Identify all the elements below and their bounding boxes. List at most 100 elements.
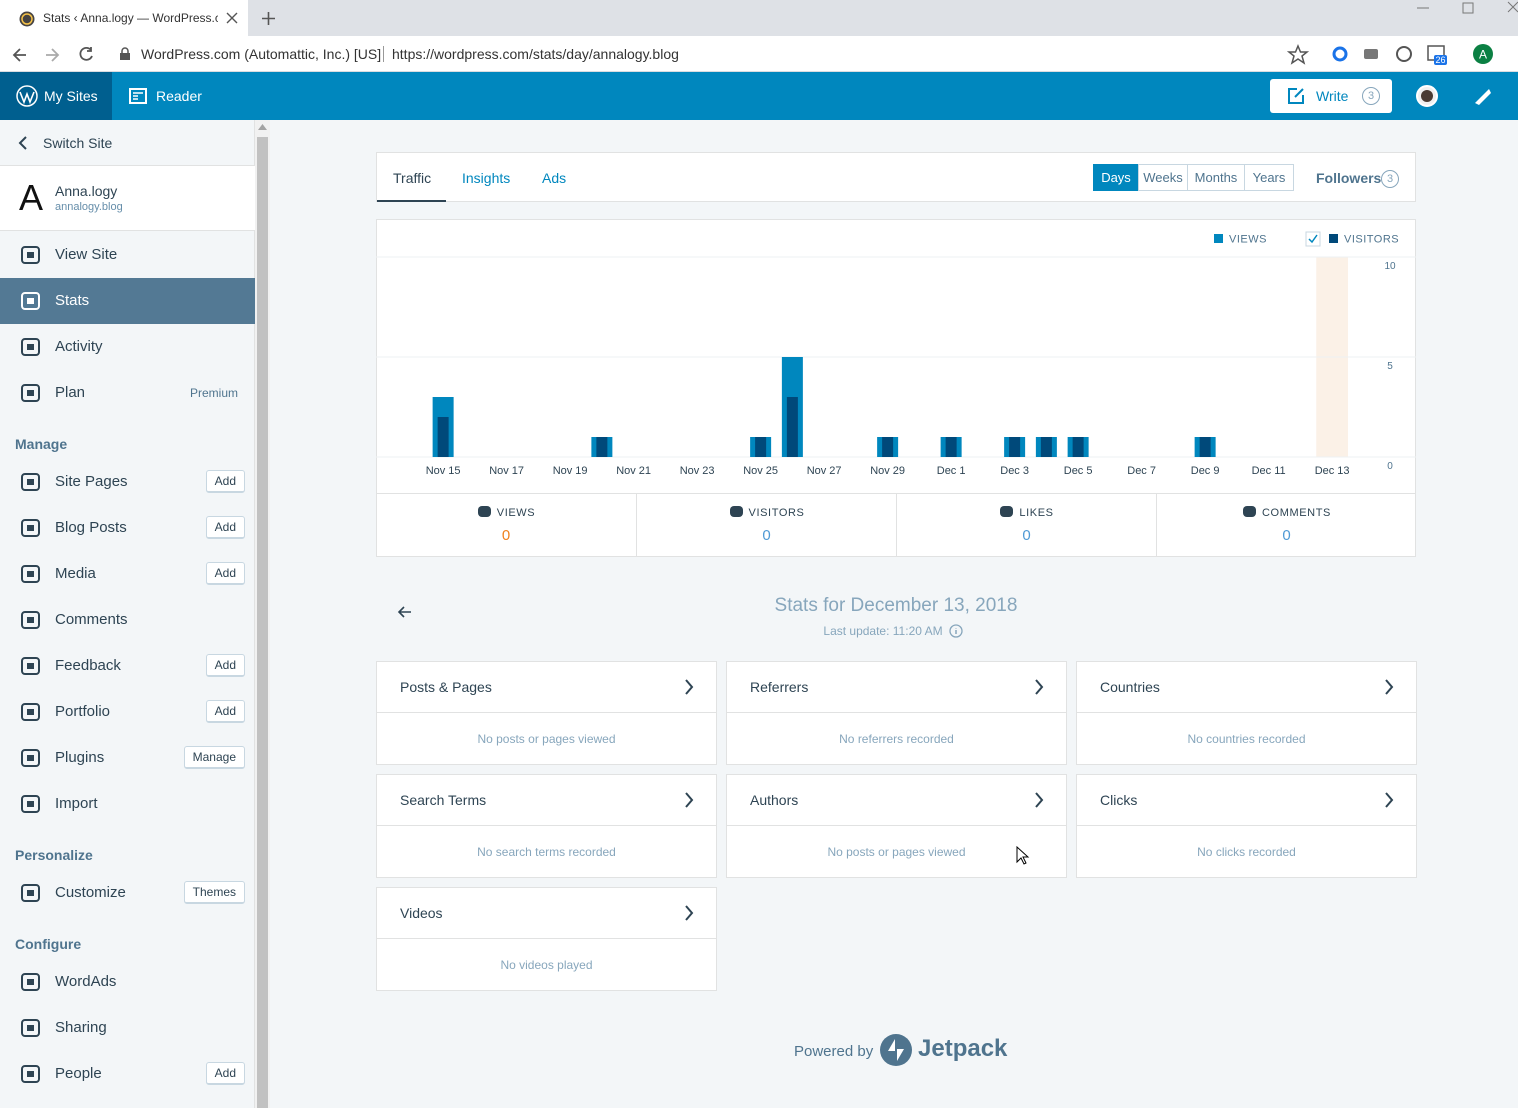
sidebar-item[interactable]: Plan Premium bbox=[0, 370, 255, 416]
sidebar-item[interactable]: Media Add bbox=[0, 551, 255, 597]
sidebar-item[interactable]: Stats bbox=[0, 278, 255, 324]
summary-icon bbox=[477, 506, 491, 517]
sidebar-icon bbox=[21, 292, 40, 310]
my-sites-tab[interactable] bbox=[0, 72, 112, 120]
sidebar-button[interactable]: Add bbox=[205, 654, 245, 677]
sidebar-item[interactable]: Portfolio Add bbox=[0, 689, 255, 735]
tab-favicon bbox=[19, 11, 35, 27]
module-empty: No videos played bbox=[500, 958, 593, 972]
sidebar-item[interactable]: Comments bbox=[0, 597, 255, 643]
sidebar-button[interactable]: Manage bbox=[183, 746, 245, 769]
module-header[interactable]: Search Terms bbox=[377, 775, 716, 826]
sidebar: Switch Site A Anna.logy annalogy.blog View S… bbox=[0, 120, 255, 1108]
url: https://wordpress.com/stats/day/annalogy… bbox=[392, 46, 679, 62]
x-tick-label: Nov 25 bbox=[743, 465, 778, 477]
sidebar-item[interactable]: Site Pages Add bbox=[0, 459, 255, 505]
sidebar-icon bbox=[21, 657, 40, 675]
switch-site-row[interactable] bbox=[0, 120, 255, 166]
summary-value: 0 bbox=[762, 527, 771, 544]
icon-dot bbox=[27, 252, 34, 258]
sidebar-item[interactable]: Customize Themes bbox=[0, 870, 255, 916]
period-button[interactable]: Months bbox=[1187, 164, 1245, 191]
icon-dot bbox=[27, 1025, 34, 1031]
tab-strip bbox=[0, 0, 1518, 36]
switch-site[interactable]: Switch Site bbox=[43, 135, 113, 151]
chevron-right bbox=[1385, 792, 1394, 808]
sidebar-label: Site Pages bbox=[55, 473, 128, 490]
module-chevron bbox=[685, 679, 694, 695]
sidebar-item[interactable]: Blog Posts Add bbox=[0, 505, 255, 551]
icon-shape bbox=[1243, 506, 1257, 517]
sidebar-item[interactable]: Sharing bbox=[0, 1005, 255, 1051]
sidebar-item[interactable]: People Add bbox=[0, 1051, 255, 1097]
summary-head: VISITORS bbox=[637, 505, 896, 519]
stats-tab[interactable]: Ads bbox=[542, 170, 567, 186]
summary-cell[interactable]: COMMENTS 0 bbox=[1156, 494, 1416, 557]
summary-cell[interactable]: LIKES 0 bbox=[896, 494, 1156, 557]
sidebar-item[interactable]: View Site bbox=[0, 232, 255, 278]
ext-2 bbox=[1364, 49, 1378, 59]
module-header[interactable]: Referrers bbox=[727, 662, 1066, 713]
browser-tab[interactable] bbox=[0, 0, 248, 36]
notifications bbox=[1473, 89, 1491, 105]
icon-shape bbox=[21, 703, 40, 721]
icon-dot bbox=[27, 390, 34, 396]
module-chevron bbox=[685, 905, 694, 921]
stats-nav: Traffic Insights Ads Days Weeks Months Years Fo… bbox=[376, 152, 1416, 202]
stats-module: Videos No videos played bbox=[376, 887, 717, 991]
y-tick-label: 10 bbox=[1384, 261, 1396, 272]
period-label: Months bbox=[1194, 170, 1238, 185]
summary-cell[interactable]: VIEWS 0 bbox=[376, 494, 636, 557]
module-header[interactable]: Countries bbox=[1077, 662, 1416, 713]
stats-module: Referrers No referrers recorded bbox=[726, 661, 1067, 765]
icon-shape bbox=[21, 338, 40, 356]
sidebar-item[interactable]: Activity bbox=[0, 324, 255, 370]
wp-logo bbox=[16, 85, 38, 107]
sidebar-button[interactable]: Add bbox=[205, 516, 245, 539]
sidebar-label: Comments bbox=[55, 611, 128, 628]
bar bbox=[882, 437, 894, 457]
sidebar-icon bbox=[21, 565, 40, 583]
stats-tab[interactable]: Traffic bbox=[393, 170, 432, 186]
write-button[interactable]: Write 3 bbox=[1270, 79, 1392, 113]
icon-shape bbox=[21, 1019, 40, 1037]
wp-logo-w bbox=[19, 91, 35, 105]
stats-tab[interactable]: Insights bbox=[462, 170, 511, 186]
ext-badge: 26 bbox=[1435, 55, 1445, 65]
stats-module: Countries No countries recorded bbox=[1076, 661, 1417, 765]
sidebar-item[interactable]: Feedback Add bbox=[0, 643, 255, 689]
chevron-left bbox=[18, 136, 27, 150]
sidebar-label: WordAds bbox=[55, 973, 117, 990]
module-header[interactable]: Videos bbox=[377, 888, 716, 939]
sidebar-item[interactable]: Import bbox=[0, 781, 255, 827]
module-header[interactable]: Authors bbox=[727, 775, 1066, 826]
period-button[interactable]: Weeks bbox=[1138, 164, 1188, 191]
icon-shape bbox=[21, 884, 40, 902]
sidebar-item[interactable]: WordAds bbox=[0, 959, 255, 1005]
ext-1 bbox=[1332, 46, 1348, 62]
period-button[interactable]: Years bbox=[1244, 164, 1294, 191]
sidebar-button[interactable]: Add bbox=[205, 700, 245, 723]
stats-module: Search Terms No search terms recorded bbox=[376, 774, 717, 878]
sidebar-button[interactable]: Add bbox=[205, 1062, 245, 1085]
summary-value: 0 bbox=[1022, 527, 1031, 544]
sidebar-item[interactable]: Plugins Manage bbox=[0, 735, 255, 781]
summary-cell[interactable]: VISITORS 0 bbox=[636, 494, 896, 557]
module-empty: No countries recorded bbox=[1187, 732, 1306, 746]
new-tab bbox=[262, 12, 275, 25]
followers[interactable]: Followers bbox=[1316, 170, 1382, 186]
scroll-up bbox=[258, 124, 267, 130]
icon-shape bbox=[21, 611, 40, 629]
sidebar-button[interactable]: Themes bbox=[183, 881, 245, 904]
reader[interactable]: Reader bbox=[156, 88, 202, 104]
jetpack: Jetpack bbox=[918, 1035, 1008, 1062]
period-button[interactable]: Days bbox=[1093, 164, 1139, 191]
sidebar-button[interactable]: Add bbox=[205, 562, 245, 585]
module-header[interactable]: Clicks bbox=[1077, 775, 1416, 826]
sidebar-icon bbox=[21, 703, 40, 721]
sidebar-button[interactable]: Add bbox=[205, 470, 245, 493]
module-header[interactable]: Posts & Pages bbox=[377, 662, 716, 713]
lock-body bbox=[120, 53, 130, 60]
sidebar-label: Plugins bbox=[55, 749, 105, 766]
legend-label: VIEWS bbox=[1229, 234, 1267, 246]
